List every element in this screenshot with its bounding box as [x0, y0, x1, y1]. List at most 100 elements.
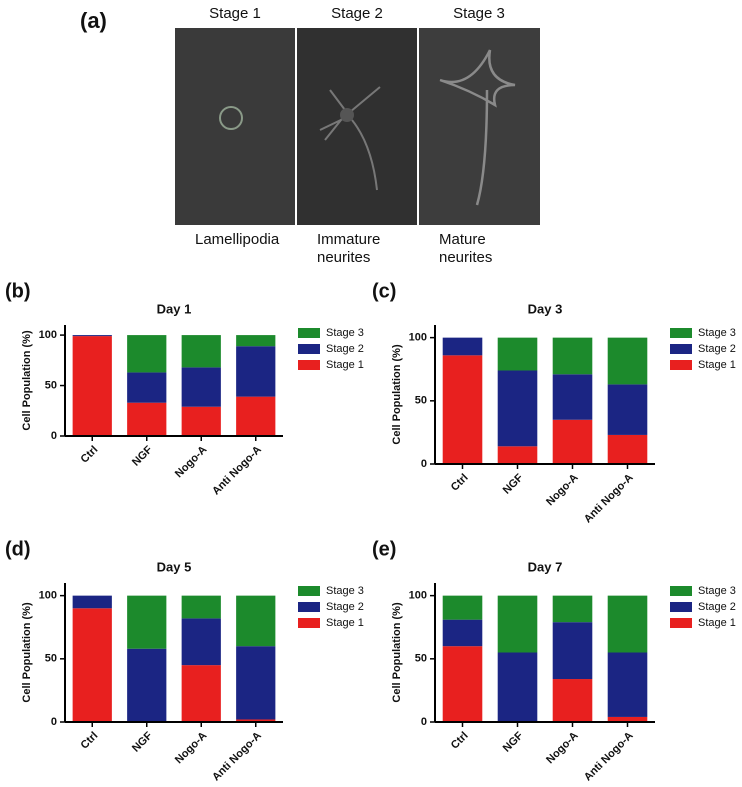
stage-label: Stage 2 [331, 5, 383, 22]
legend-label: Stage 2 [326, 343, 364, 355]
y-tick-label: 0 [421, 458, 427, 470]
stage-caption: Immature [317, 231, 380, 248]
y-tick-label: 0 [421, 716, 427, 728]
chart-title: Day 1 [157, 301, 192, 316]
bar-segment [497, 337, 538, 371]
y-tick-label: 0 [51, 430, 57, 442]
legend-swatch [298, 328, 320, 338]
x-tick-label: Nogo-A [173, 444, 210, 481]
bar-segment [552, 622, 593, 680]
y-axis-label: Cell Population (%) [391, 602, 403, 703]
y-tick-label: 100 [39, 329, 57, 341]
y-tick-label: 50 [45, 379, 57, 391]
legend-label: Stage 1 [326, 617, 364, 629]
bar-segment [181, 367, 221, 407]
x-tick-label: NGF [501, 472, 526, 497]
y-tick-label: 50 [45, 653, 57, 665]
cell [319, 86, 381, 191]
micrograph [175, 28, 295, 225]
bar-segment [72, 336, 112, 436]
bar-segment [442, 619, 483, 647]
y-tick-label: 100 [39, 590, 57, 602]
legend-swatch [670, 360, 692, 370]
x-tick-label: NGF [130, 444, 155, 469]
bar-segment [127, 335, 167, 373]
bar-segment [607, 595, 648, 653]
x-tick-label: NGF [130, 730, 155, 755]
bar-segment [607, 337, 648, 385]
bar-segment [236, 346, 276, 397]
x-tick-label: Anti Nogo-A [210, 730, 264, 782]
legend-swatch [298, 344, 320, 354]
bar-segment [552, 337, 593, 375]
y-tick-label: 50 [415, 653, 427, 665]
bar-segment [181, 618, 221, 666]
panel-label: (a) [80, 8, 107, 33]
bar-segment [552, 595, 593, 623]
micrographs [175, 28, 540, 225]
bar-segment [72, 608, 112, 722]
stage-caption: neurites [439, 249, 492, 266]
panel-label: (d) [5, 538, 31, 560]
y-tick-label: 0 [51, 716, 57, 728]
x-tick-label: Nogo-A [544, 472, 581, 509]
stage-label: Stage 3 [453, 5, 505, 22]
legend-label: Stage 3 [326, 327, 364, 339]
stage-caption: Lamellipodia [195, 231, 280, 248]
x-tick-label: Ctrl [449, 730, 471, 752]
legend-swatch [298, 586, 320, 596]
x-tick-label: Nogo-A [173, 730, 210, 767]
x-tick-label: Ctrl [79, 730, 101, 752]
cell [219, 106, 243, 130]
bar-segment [552, 374, 593, 420]
x-tick-label: Ctrl [79, 444, 101, 466]
bar-segment [127, 648, 167, 722]
panel-label: (e) [372, 538, 396, 560]
legend-label: Stage 1 [326, 359, 364, 371]
legend-label: Stage 2 [698, 343, 736, 355]
x-tick-label: Anti Nogo-A [582, 472, 636, 526]
stage-caption: Mature [439, 231, 486, 248]
bar-segment [607, 652, 648, 717]
bar-segment [607, 384, 648, 435]
bar-segment [236, 719, 276, 722]
panel-label: (b) [5, 280, 31, 302]
x-tick-label: Nogo-A [544, 730, 581, 767]
legend-swatch [298, 602, 320, 612]
bar-segment [181, 665, 221, 722]
y-axis-label: Cell Population (%) [21, 602, 33, 703]
bar-segment [497, 446, 538, 464]
panel-label: (c) [372, 280, 396, 302]
cell [340, 108, 354, 122]
bar-segment [127, 402, 167, 436]
bar-segment [442, 337, 483, 356]
bar-segment [181, 406, 221, 436]
bar-segment [236, 335, 276, 347]
legend-swatch [298, 360, 320, 370]
x-tick-label: Anti Nogo-A [210, 444, 264, 498]
x-tick-label: NGF [501, 730, 526, 755]
bar-segment [442, 646, 483, 722]
chart-title: Day 3 [528, 301, 563, 316]
bar-segment [127, 372, 167, 403]
bar-segment [607, 716, 648, 722]
chart-title: Day 7 [528, 559, 563, 574]
bar-segment [72, 595, 112, 609]
bar-segment [442, 595, 483, 620]
bar-segment [552, 419, 593, 464]
chart-title: Day 5 [157, 559, 192, 574]
legend-label: Stage 1 [698, 617, 736, 629]
legend-label: Stage 3 [326, 585, 364, 597]
x-tick-label: Anti Nogo-A [582, 730, 636, 782]
legend-swatch [670, 602, 692, 612]
bar-segment [442, 355, 483, 464]
bar-segment [236, 646, 276, 720]
bar-segment [72, 335, 112, 337]
y-tick-label: 50 [415, 395, 427, 407]
legend-label: Stage 3 [698, 327, 736, 339]
y-tick-label: 100 [409, 332, 427, 344]
cell [439, 49, 516, 206]
bar-segment [236, 595, 276, 647]
stage-label: Stage 1 [209, 5, 261, 22]
